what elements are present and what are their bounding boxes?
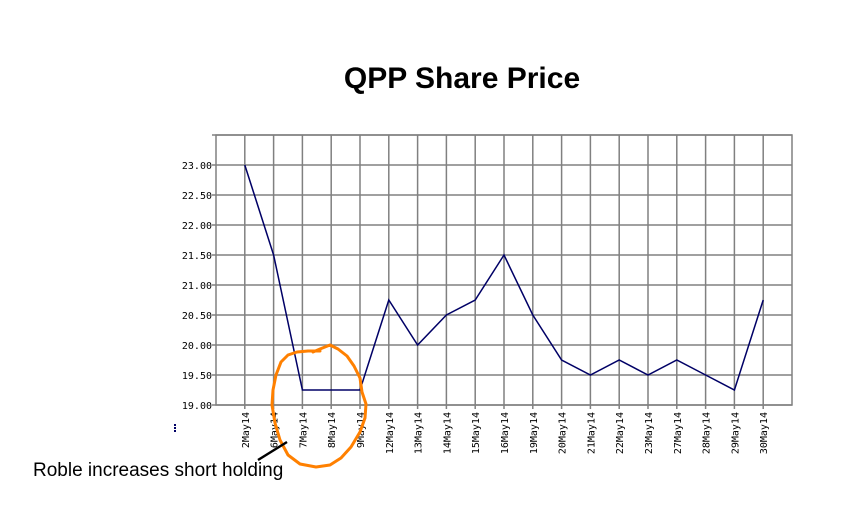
- x-tick-label: 28May14: [702, 412, 713, 454]
- x-tick-label: 16May14: [500, 412, 511, 454]
- x-tick-label: 6May14: [270, 412, 281, 448]
- x-tick-label: 19May14: [529, 412, 540, 454]
- x-tick-label: 15May14: [471, 412, 482, 454]
- x-tick-label: 20May14: [558, 412, 569, 454]
- y-axis-ticks: 19.00 19.50 20.00 20.50 21.00 21.50 22.00 22.50…: [182, 161, 212, 412]
- x-tick-label: 7May14: [298, 412, 309, 448]
- x-tick-label: 8May14: [327, 412, 338, 448]
- series-line: [244, 164, 764, 392]
- y-tick-label: 19.00: [182, 401, 212, 412]
- y-tick-label: 19.50: [182, 371, 212, 382]
- x-tick-label: 22May14: [615, 412, 626, 454]
- x-tick-label: 23May14: [644, 412, 655, 454]
- x-tick-label: 2May14: [241, 412, 252, 448]
- x-axis-ticks: 2May14 6May14 7May14 8May14 9May14 12May14 13M…: [241, 412, 770, 454]
- annotation-circle: [270, 343, 368, 469]
- y-tick-label: 23.00: [182, 161, 212, 172]
- x-tick-label: 21May14: [586, 412, 597, 454]
- y-tick-label: 21.00: [182, 281, 212, 292]
- x-tick-label: 13May14: [414, 412, 425, 454]
- y-tick-label: 22.00: [182, 221, 212, 232]
- y-tick-label: 20.50: [182, 311, 212, 322]
- x-tick-label: 27May14: [673, 412, 684, 454]
- chart-title: QPP Share Price: [344, 62, 580, 95]
- x-tick-label: 29May14: [730, 412, 741, 454]
- annotation-pointer-line: [257, 440, 288, 462]
- annotation-label: Roble increases short holding: [33, 460, 284, 481]
- y-tick-label: 22.50: [182, 191, 212, 202]
- grid: [212, 134, 793, 409]
- x-tick-label: 12May14: [385, 412, 396, 454]
- y-tick-label: 20.00: [182, 341, 212, 352]
- y-tick-label: 21.50: [182, 251, 212, 262]
- x-tick-label: 14May14: [442, 412, 453, 454]
- x-tick-label: 30May14: [759, 412, 770, 454]
- more-icon: [174, 424, 176, 433]
